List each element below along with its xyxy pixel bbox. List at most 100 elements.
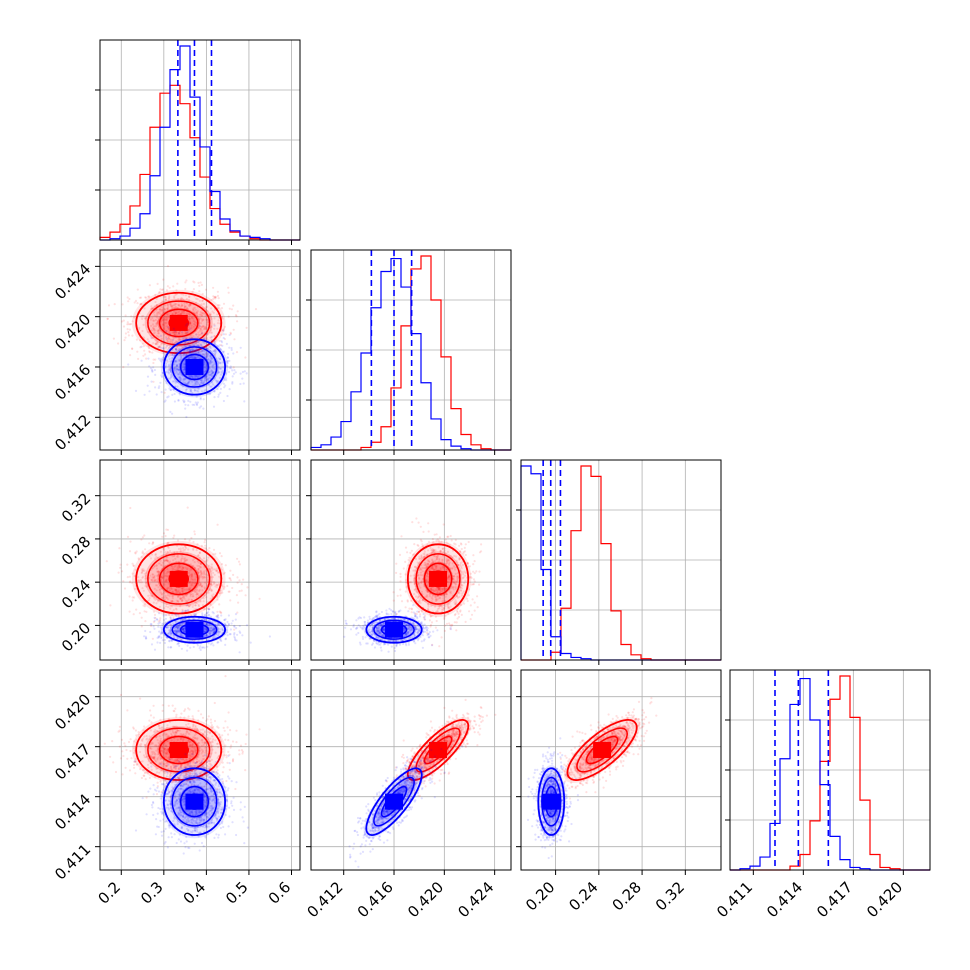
scatter-point <box>162 351 165 354</box>
scatter-point <box>177 625 180 628</box>
scatter-point <box>208 319 211 322</box>
scatter-point <box>193 566 196 569</box>
scatter-point <box>210 625 213 628</box>
scatter-point <box>204 587 207 590</box>
scatter-point <box>180 312 183 315</box>
scatter-point <box>214 351 217 354</box>
scatter-point <box>203 635 206 638</box>
scatter-point <box>159 559 162 562</box>
scatter-point <box>222 329 225 332</box>
scatter-point <box>160 319 163 322</box>
scatter-point <box>192 280 195 283</box>
scatter-point <box>158 589 161 592</box>
scatter-point <box>151 542 154 546</box>
scatter-point <box>177 566 180 569</box>
scatter-point <box>149 307 153 310</box>
scatter-point <box>439 549 442 552</box>
scatter-point <box>424 580 428 583</box>
scatter-point <box>163 559 166 562</box>
scatter-point <box>205 634 208 637</box>
scatter-point <box>143 605 146 608</box>
scatter-point <box>221 629 224 632</box>
scatter-point <box>208 345 211 348</box>
scatter-point <box>192 617 195 620</box>
scatter-point <box>428 619 431 622</box>
scatter-point <box>175 599 178 602</box>
scatter-point <box>221 591 224 594</box>
scatter-point <box>207 608 210 611</box>
scatter-point <box>192 548 195 551</box>
scatter-point <box>197 335 200 338</box>
scatter-point <box>218 603 221 606</box>
scatter-point <box>441 547 444 550</box>
scatter-point <box>161 593 164 596</box>
scatter-point <box>209 615 213 618</box>
scatter-point <box>222 336 225 340</box>
scatter-point <box>221 628 224 631</box>
scatter-point <box>151 323 155 326</box>
scatter-point <box>204 370 207 373</box>
scatter-point <box>217 304 220 307</box>
scatter-point <box>208 587 211 590</box>
scatter-point <box>193 356 196 359</box>
scatter-point <box>199 582 202 585</box>
scatter-point <box>216 388 219 391</box>
scatter-point <box>211 626 214 629</box>
scatter-point <box>163 328 166 331</box>
scatter-point <box>204 370 207 373</box>
scatter-point <box>190 573 193 576</box>
scatter-point <box>240 589 243 592</box>
scatter-point <box>126 321 129 324</box>
scatter-point <box>141 317 144 320</box>
scatter-point <box>200 325 203 329</box>
scatter-point <box>148 599 151 602</box>
scatter-point <box>268 635 271 638</box>
scatter-point <box>194 382 197 385</box>
scatter-point <box>161 318 165 322</box>
scatter-point <box>169 340 172 343</box>
scatter-point <box>174 336 177 339</box>
scatter-point <box>223 378 226 381</box>
scatter-point <box>453 614 456 617</box>
scatter-point <box>418 577 421 580</box>
scatter-point <box>431 566 434 569</box>
scatter-point <box>189 593 192 596</box>
scatter-point <box>174 331 177 334</box>
scatter-point <box>134 551 137 554</box>
scatter-point <box>208 547 211 550</box>
scatter-point <box>213 327 216 330</box>
scatter-point <box>178 376 182 379</box>
scatter-point <box>178 566 182 569</box>
scatter-point <box>211 631 214 634</box>
scatter-point <box>213 317 216 320</box>
scatter-point <box>173 636 176 639</box>
scatter-point <box>205 576 208 579</box>
scatter-point <box>423 618 427 621</box>
scatter-point <box>435 566 438 569</box>
scatter-point <box>212 311 215 314</box>
scatter-point <box>231 375 234 378</box>
scatter-point <box>179 550 182 553</box>
scatter-point <box>208 374 211 377</box>
scatter-point <box>201 577 204 580</box>
scatter-point <box>191 357 194 360</box>
density-contour <box>158 308 199 338</box>
scatter-point <box>218 339 221 342</box>
scatter-point <box>218 361 222 364</box>
scatter-point <box>168 367 171 370</box>
scatter-point <box>140 538 143 541</box>
scatter-point <box>152 327 156 330</box>
panel-frame <box>99 459 301 661</box>
scatter-point <box>450 539 453 542</box>
scatter-point <box>216 610 219 613</box>
scatter-point <box>185 559 188 562</box>
scatter-point <box>156 584 159 587</box>
scatter-point <box>191 403 194 406</box>
scatter-point <box>157 332 160 335</box>
scatter-point <box>170 376 173 379</box>
scatter-point <box>165 636 168 639</box>
scatter-point <box>190 389 193 392</box>
scatter-point <box>219 355 222 358</box>
scatter-point <box>177 373 181 376</box>
scatter-point <box>208 373 211 376</box>
